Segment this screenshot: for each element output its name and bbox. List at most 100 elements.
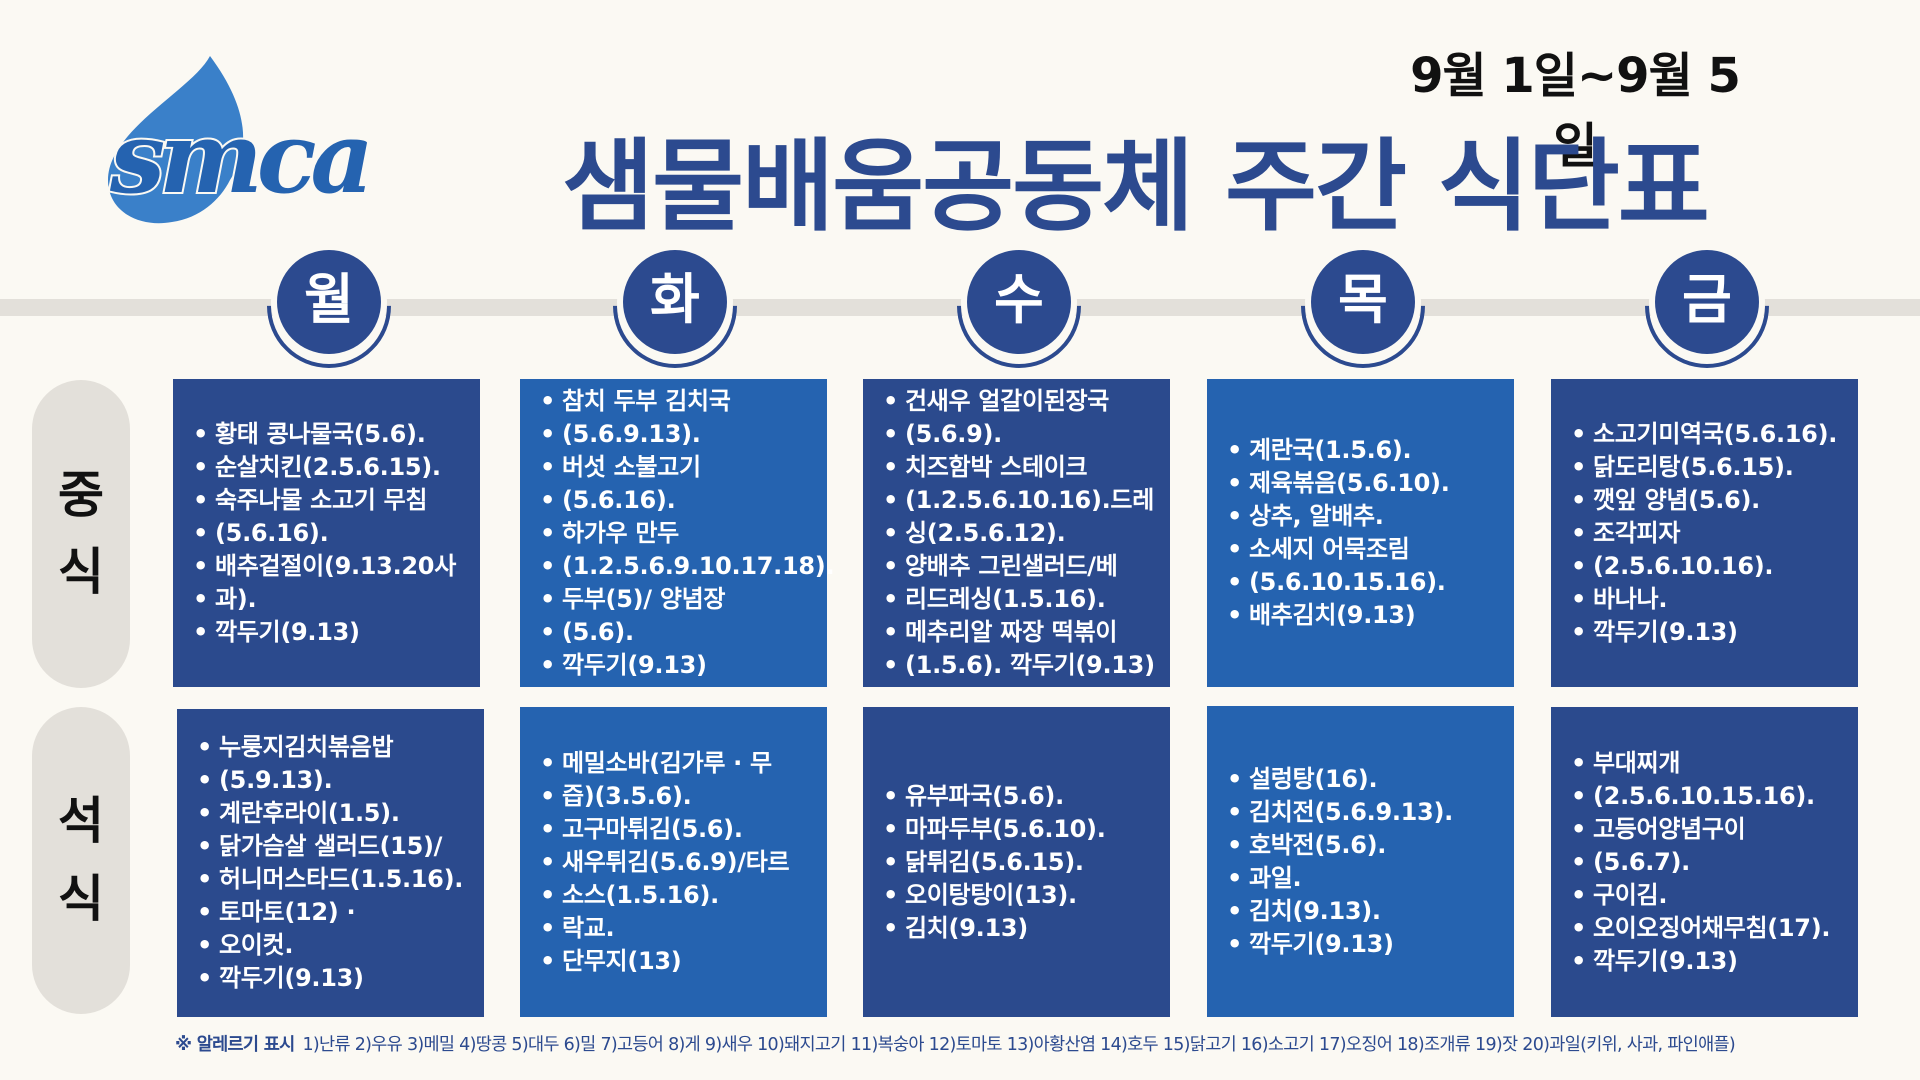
menu-box-lunch-wednesday: 건새우 얼갈이된장국(5.6.9).치즈함박 스테이크(1.2.5.6.10.1…	[863, 379, 1170, 687]
menu-item: 김치(9.13).	[1227, 895, 1504, 928]
menu-item: (5.6.7).	[1571, 846, 1848, 879]
menu-item: (5.6.9).	[883, 418, 1160, 451]
menu-item: (5.9.13).	[197, 764, 474, 797]
menu-item: 닭튀김(5.6.15).	[883, 846, 1160, 879]
menu-item: 허니머스타드(1.5.16).	[197, 863, 474, 896]
menu-item: 계란국(1.5.6).	[1227, 434, 1504, 467]
menu-item: 숙주나물 소고기 무침	[193, 484, 470, 517]
menu-item: 하가우 만두	[540, 517, 817, 550]
menu-item: 메추리알 짜장 떡볶이	[883, 616, 1160, 649]
menu-item: 소고기미역국(5.6.16).	[1571, 418, 1848, 451]
menu-item: 오이오징어채무침(17).	[1571, 912, 1848, 945]
menu-item: 배추겉절이(9.13.20사	[193, 550, 470, 583]
menu-item: 새우튀김(5.6.9)/타르	[540, 846, 817, 879]
menu-item: 깍두기(9.13)	[1227, 928, 1504, 961]
day-thursday: 목	[1311, 250, 1415, 354]
menu-item: 깍두기(9.13)	[540, 649, 817, 682]
menu-item: 순살치킨(2.5.6.15).	[193, 451, 470, 484]
menu-item: 마파두부(5.6.10).	[883, 813, 1160, 846]
menu-box-lunch-thursday: 계란국(1.5.6).제육볶음(5.6.10).상추, 알배추.소세지 어묵조림…	[1207, 379, 1514, 687]
menu-item: 깻잎 양념(5.6).	[1571, 484, 1848, 517]
menu-item: 누룽지김치볶음밥	[197, 731, 474, 764]
menu-item: 단무지(13)	[540, 945, 817, 978]
menu-box-lunch-friday: 소고기미역국(5.6.16).닭도리탕(5.6.15).깻잎 양념(5.6).조…	[1551, 379, 1858, 687]
menu-item: 계란후라이(1.5).	[197, 797, 474, 830]
smca-logo: smca	[107, 56, 376, 224]
menu-item: 버섯 소불고기	[540, 451, 817, 484]
menu-item: (5.6).	[540, 616, 817, 649]
menu-item: 닭도리탕(5.6.15).	[1571, 451, 1848, 484]
menu-item: 싱(2.5.6.12).	[883, 517, 1160, 550]
menu-item: 호박전(5.6).	[1227, 829, 1504, 862]
divider-band	[0, 299, 1920, 316]
menu-item: (2.5.6.10.15.16).	[1571, 780, 1848, 813]
menu-item: 오이컷.	[197, 929, 474, 962]
menu-item: 소스(1.5.16).	[540, 879, 817, 912]
menu-item: 깍두기(9.13)	[1571, 945, 1848, 978]
day-wednesday: 수	[967, 250, 1071, 354]
menu-box-lunch-monday: 황태 콩나물국(5.6).순살치킨(2.5.6.15).숙주나물 소고기 무침(…	[173, 379, 480, 687]
lunch-label-char: 식	[58, 543, 104, 601]
menu-item: (1.2.5.6.9.10.17.18).	[540, 550, 835, 583]
menu-item: (5.6.10.15.16).	[1227, 566, 1504, 599]
menu-item: 메밀소바(김가루 · 무	[540, 747, 817, 780]
menu-item: 토마토(12) ·	[197, 896, 474, 929]
day-tuesday: 화	[623, 250, 727, 354]
menu-item: (1.5.6). 깍두기(9.13)	[883, 649, 1160, 682]
menu-box-dinner-thursday: 설렁탕(16).김치전(5.6.9.13).호박전(5.6).과일.김치(9.1…	[1207, 706, 1514, 1017]
menu-item: 부대찌개	[1571, 747, 1848, 780]
menu-item: 조각피자	[1571, 517, 1848, 550]
menu-item: (5.6.16).	[193, 517, 470, 550]
menu-item: 과일.	[1227, 862, 1504, 895]
menu-item: 고등어양념구이	[1571, 813, 1848, 846]
menu-item: 건새우 얼갈이된장국	[883, 385, 1160, 418]
menu-item: (5.6.9.13).	[540, 418, 817, 451]
menu-box-dinner-tuesday: 메밀소바(김가루 · 무즙)(3.5.6).고구마튀김(5.6).새우튀김(5.…	[520, 707, 827, 1017]
menu-item: 상추, 알배추.	[1227, 500, 1504, 533]
day-friday: 금	[1655, 250, 1759, 354]
menu-item: 유부파국(5.6).	[883, 780, 1160, 813]
menu-item: 김치(9.13)	[883, 912, 1160, 945]
menu-item: 참치 두부 김치국	[540, 385, 817, 418]
menu-item: 리드레싱(1.5.16).	[883, 583, 1160, 616]
menu-item: 치즈함박 스테이크	[883, 451, 1160, 484]
dinner-label-char: 식	[58, 869, 104, 928]
logo-text: smca	[109, 101, 368, 216]
menu-item: (5.6.16).	[540, 484, 817, 517]
menu-item: 설렁탕(16).	[1227, 763, 1504, 796]
menu-box-lunch-tuesday: 참치 두부 김치국(5.6.9.13).버섯 소불고기(5.6.16).하가우 …	[520, 379, 835, 687]
menu-item: 황태 콩나물국(5.6).	[193, 418, 470, 451]
menu-item: 바나나.	[1571, 583, 1848, 616]
menu-box-dinner-wednesday: 유부파국(5.6).마파두부(5.6.10).닭튀김(5.6.15).오이탕탕이…	[863, 707, 1170, 1017]
menu-item: 구이김.	[1571, 879, 1848, 912]
menu-item: 오이탕탕이(13).	[883, 879, 1160, 912]
menu-item: 닭가슴살 샐러드(15)/	[197, 830, 474, 863]
menu-item: 락교.	[540, 912, 817, 945]
menu-item: 고구마튀김(5.6).	[540, 813, 817, 846]
day-monday: 월	[277, 250, 381, 354]
allergy-legend: ※ 알레르기 표시 1)난류 2)우유 3)메밀 4)땅콩 5)대두 6)밀 7)…	[175, 1031, 1855, 1056]
menu-item: 두부(5)/ 양념장	[540, 583, 817, 616]
lunch-label: 중 식	[32, 380, 130, 688]
menu-item: 배추김치(9.13)	[1227, 599, 1504, 632]
menu-box-dinner-friday: 부대찌개(2.5.6.10.15.16).고등어양념구이(5.6.7).구이김.…	[1551, 707, 1858, 1017]
menu-item: 양배추 그린샐러드/베	[883, 550, 1160, 583]
menu-item: (2.5.6.10.16).	[1571, 550, 1848, 583]
lunch-label-char: 중	[58, 465, 104, 524]
page-title: 샘물배움공동체 주간 식단표	[562, 128, 1710, 245]
menu-item: 제육볶음(5.6.10).	[1227, 467, 1504, 500]
menu-item: 깍두기(9.13)	[197, 962, 474, 995]
menu-item: 깍두기(9.13)	[193, 616, 470, 649]
dinner-label: 석 식	[32, 707, 130, 1014]
menu-item: (1.2.5.6.10.16).드레	[883, 484, 1160, 517]
menu-item: 깍두기(9.13)	[1571, 616, 1848, 649]
menu-item: 즙)(3.5.6).	[540, 780, 817, 813]
dinner-label-char: 석	[58, 792, 104, 850]
menu-box-dinner-monday: 누룽지김치볶음밥(5.9.13).계란후라이(1.5).닭가슴살 샐러드(15)…	[177, 709, 484, 1017]
menu-item: 김치전(5.6.9.13).	[1227, 796, 1504, 829]
allergy-label: ※ 알레르기 표시	[175, 1035, 295, 1055]
menu-item: 과).	[193, 583, 470, 616]
date-range: 9월 1일~9월 5일	[1410, 48, 1741, 174]
allergy-text: 1)난류 2)우유 3)메밀 4)땅콩 5)대두 6)밀 7)고등어 8)게 9…	[302, 1035, 1736, 1055]
menu-item: 소세지 어묵조림	[1227, 533, 1504, 566]
